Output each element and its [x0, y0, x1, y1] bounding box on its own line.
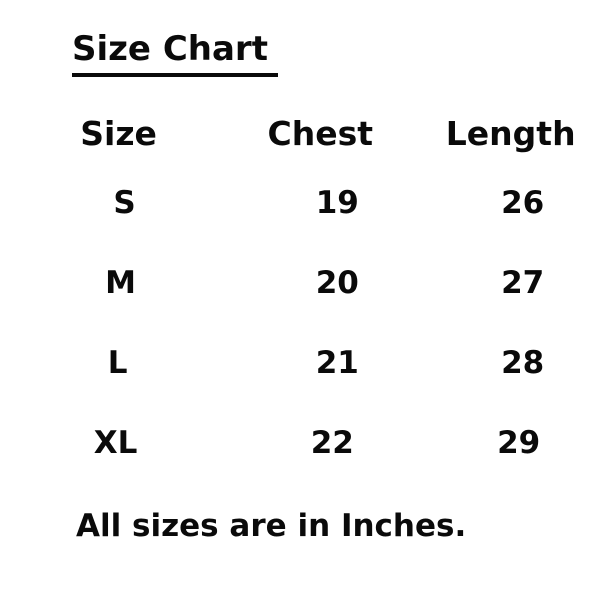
table-row: S 19 26 [0, 163, 600, 243]
cell-size: S [113, 185, 136, 221]
cell-chest: 22 [310, 425, 354, 461]
title-underline [72, 73, 278, 77]
cell-length: 29 [497, 425, 541, 461]
column-header-size: Size [80, 113, 157, 153]
cell-size: M [105, 265, 137, 301]
cell-size: XL [93, 425, 138, 461]
cell-length: 27 [501, 265, 545, 301]
table-row: L 21 28 [0, 323, 600, 403]
table-body: S 19 26 M 20 27 L 21 28 XL 22 29 [0, 163, 600, 483]
header-row: Size Chest Length [0, 103, 600, 163]
title-block: Size Chart [72, 32, 278, 77]
table-row: XL 22 29 [0, 403, 600, 483]
cell-length: 28 [501, 345, 545, 381]
cell-size: L [107, 345, 128, 381]
table-row: M 20 27 [0, 243, 600, 323]
cell-chest: 21 [315, 345, 359, 381]
size-chart-table: Size Chest Length S 19 26 M 20 27 L 21 2… [0, 103, 600, 483]
column-header-length: Length [445, 113, 576, 153]
units-note: All sizes are in Inches. [76, 508, 467, 544]
table-header: Size Chest Length [0, 103, 600, 163]
cell-chest: 20 [315, 265, 359, 301]
page-title: Size Chart [72, 29, 268, 69]
cell-chest: 19 [315, 185, 359, 221]
column-header-chest: Chest [267, 113, 374, 153]
cell-length: 26 [501, 185, 545, 221]
